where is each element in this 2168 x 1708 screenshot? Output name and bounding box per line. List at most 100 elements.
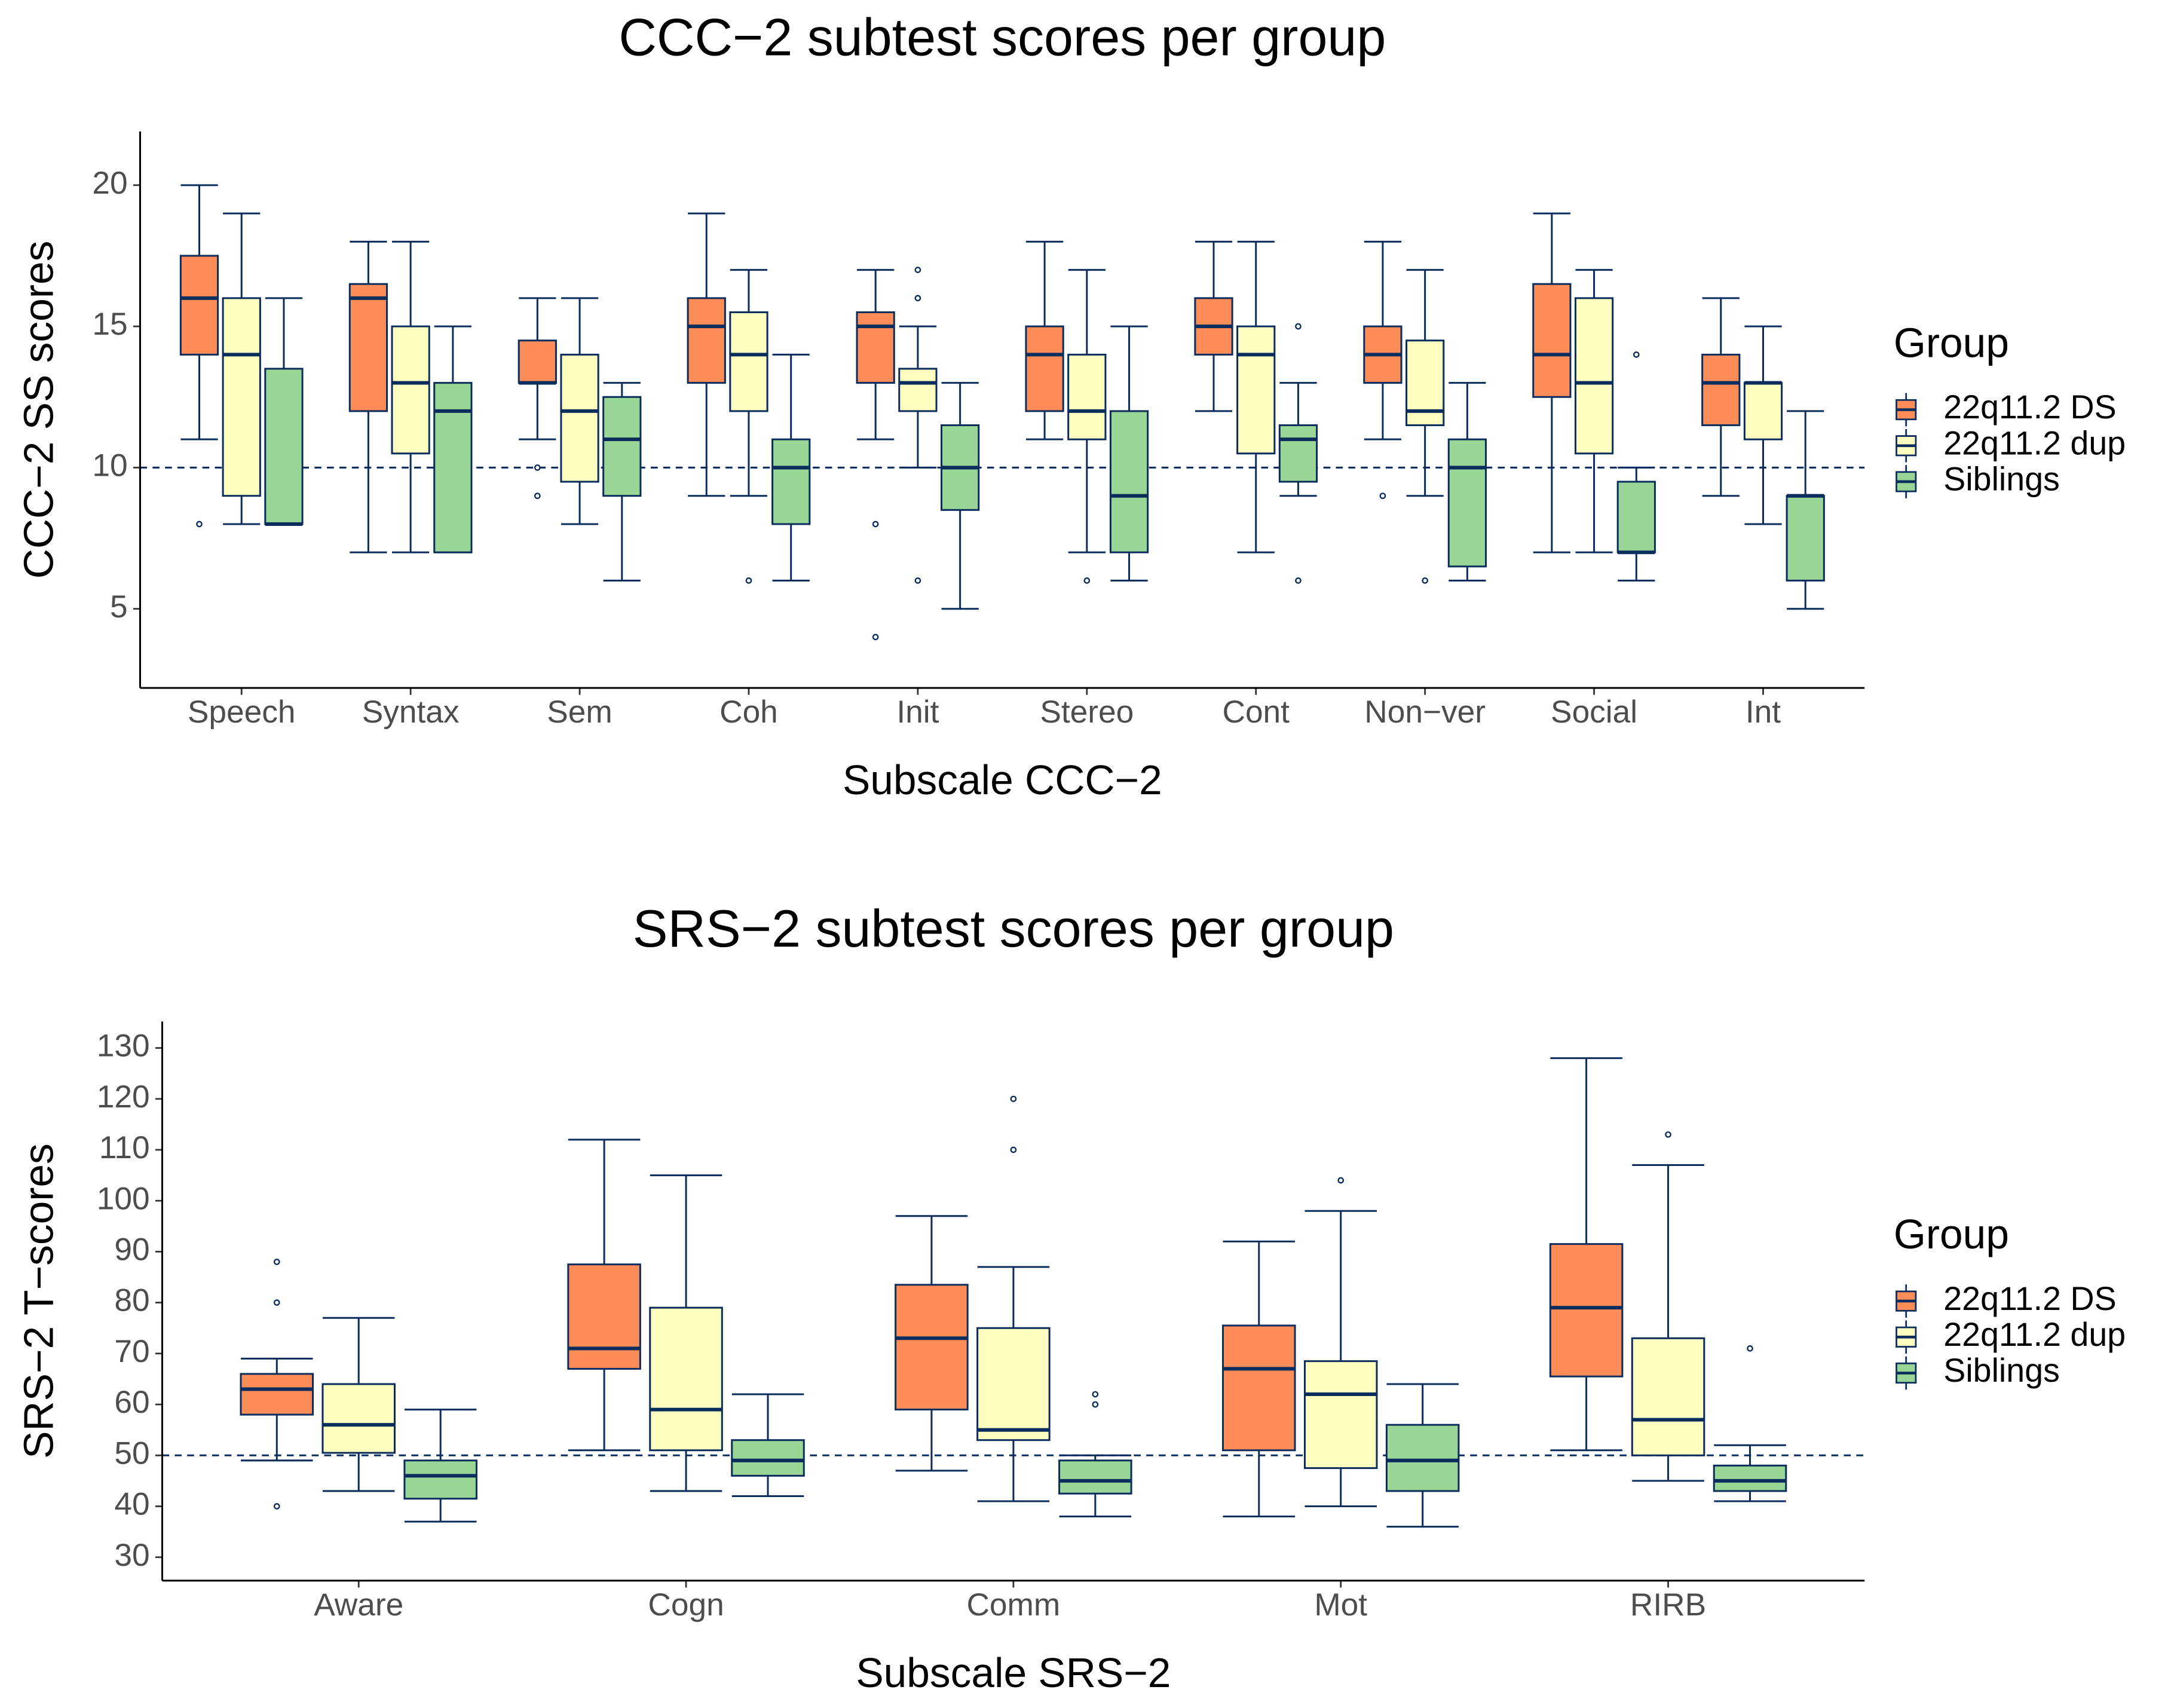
outlier: [534, 464, 541, 471]
y-tick-label: 5: [110, 589, 128, 625]
y-tick-label: 40: [114, 1487, 149, 1522]
y-tick-label: 110: [99, 1130, 150, 1165]
box: [403, 1459, 477, 1500]
box: [1067, 353, 1107, 440]
y-tick-label: 50: [114, 1435, 149, 1471]
box: [1631, 1337, 1705, 1456]
box: [433, 382, 473, 553]
y-tick-label: 120: [97, 1079, 150, 1115]
legend-label: 22q11.2 DS: [1943, 388, 2116, 426]
box: [1109, 410, 1149, 553]
x-tick-label: Comm: [966, 1587, 1060, 1623]
outlier: [196, 521, 203, 528]
x-axis-title: Subscale SRS−2: [856, 1649, 1171, 1696]
box: [731, 1439, 805, 1477]
box: [976, 1327, 1051, 1441]
y-tick-label: 80: [114, 1283, 149, 1318]
y-tick-label: 60: [114, 1385, 149, 1420]
x-tick-label: Syntax: [362, 694, 460, 730]
outlier: [1295, 323, 1302, 330]
y-tick-label: 20: [92, 166, 127, 201]
box: [1616, 480, 1656, 553]
box: [1549, 1243, 1624, 1378]
box: [1532, 283, 1572, 398]
box: [321, 1383, 396, 1454]
x-axis-title: Subscale CCC−2: [843, 757, 1162, 803]
x-tick-label: RIRB: [1630, 1587, 1706, 1623]
box: [1574, 297, 1614, 455]
legend-label: Siblings: [1943, 1352, 2060, 1389]
box: [1701, 353, 1741, 427]
y-tick-label: 100: [97, 1181, 150, 1216]
x-tick-label: Cont: [1222, 694, 1290, 730]
box: [898, 368, 938, 412]
x-tick-label: Mot: [1314, 1587, 1367, 1623]
outlier: [1747, 1345, 1753, 1352]
box: [1236, 325, 1276, 455]
y-tick-label: 130: [97, 1029, 150, 1064]
box: [895, 1284, 969, 1411]
y-tick-label: 15: [92, 307, 127, 342]
box: [1278, 424, 1318, 483]
box: [264, 368, 304, 525]
chart-title: CCC−2 subtest scores per group: [618, 8, 1386, 67]
box: [517, 339, 557, 384]
box: [1025, 325, 1064, 412]
outlier: [273, 1503, 280, 1510]
box: [1385, 1424, 1460, 1492]
box: [1743, 382, 1783, 440]
legend-label: 22q11.2 dup: [1943, 1316, 2126, 1353]
outlier: [534, 492, 541, 500]
box: [649, 1306, 723, 1452]
box: [687, 297, 726, 384]
box: [567, 1263, 641, 1370]
x-tick-label: Aware: [314, 1587, 403, 1623]
outlier: [1295, 577, 1302, 584]
box: [222, 297, 261, 497]
outlier: [872, 633, 879, 641]
panel: SRS−2 subtest scores per group Subscale S…: [15, 899, 2126, 1696]
box: [1713, 1464, 1787, 1492]
box: [602, 396, 642, 497]
outlier: [914, 267, 921, 273]
outlier: [1010, 1146, 1017, 1153]
legend-label: 22q11.2 dup: [1943, 424, 2126, 461]
x-tick-label: Sem: [547, 694, 613, 730]
outlier: [914, 577, 921, 584]
panel: CCC−2 subtest scores per group Subscale C…: [15, 8, 2126, 804]
x-tick-label: Cogn: [648, 1587, 724, 1623]
outlier: [745, 577, 752, 584]
outlier: [1665, 1131, 1671, 1138]
x-tick-label: Init: [896, 694, 939, 730]
chart-title: SRS−2 subtest scores per group: [633, 899, 1394, 958]
box: [1058, 1459, 1132, 1495]
outlier: [273, 1299, 280, 1306]
x-tick-label: Coh: [719, 694, 778, 730]
outlier: [1092, 1391, 1099, 1398]
x-tick-label: Non−ver: [1364, 694, 1486, 730]
y-tick-label: 30: [114, 1538, 149, 1573]
outlier: [872, 521, 879, 528]
box: [1786, 495, 1825, 581]
box: [1303, 1360, 1378, 1470]
outlier: [1337, 1177, 1345, 1184]
y-tick-label: 90: [114, 1232, 149, 1267]
box: [179, 255, 219, 356]
legend-title: Group: [1894, 319, 2009, 366]
box: [1447, 438, 1487, 568]
y-tick-label: 70: [114, 1334, 149, 1369]
box: [1221, 1324, 1296, 1452]
legend-title: Group: [1894, 1211, 2009, 1257]
box: [391, 325, 430, 455]
x-tick-label: Int: [1746, 694, 1781, 730]
outlier: [1083, 577, 1091, 584]
box: [856, 311, 895, 384]
outlier: [1092, 1401, 1099, 1408]
outlier: [273, 1259, 280, 1265]
box: [240, 1373, 314, 1416]
outlier: [1010, 1095, 1017, 1103]
outlier: [1379, 492, 1386, 500]
outlier: [1422, 577, 1428, 584]
